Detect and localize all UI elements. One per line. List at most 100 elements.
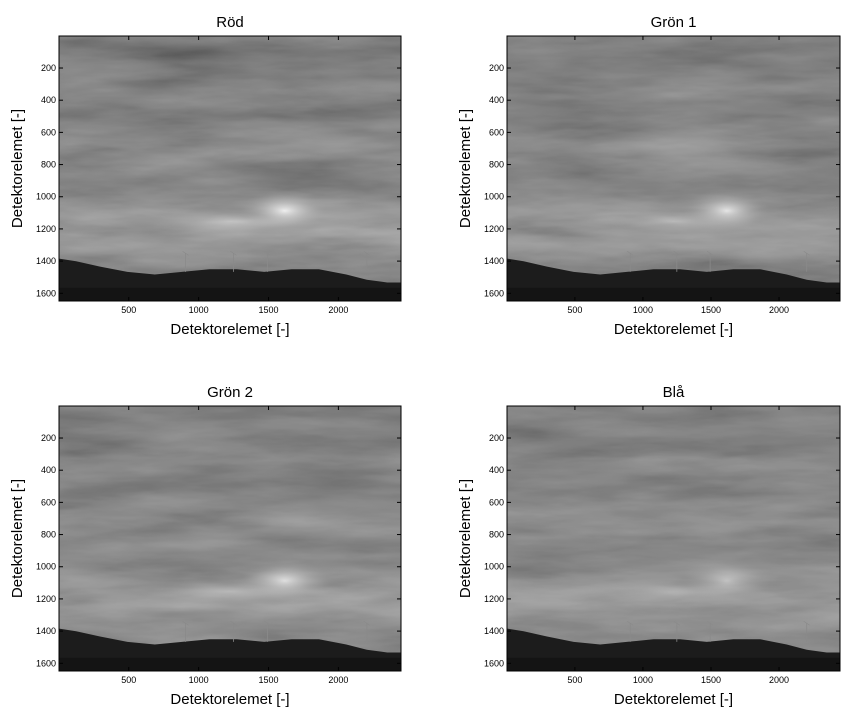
y-tick-label: 400 (489, 465, 504, 475)
y-tick-label: 200 (489, 433, 504, 443)
x-tick-label: 2000 (769, 305, 789, 315)
wind-turbine-4 (803, 621, 810, 642)
panel-4: 500 1000 1500 2000 200 400 600 800 1000 1200 1400 1… (457, 384, 841, 708)
panel-2: 500 1000 1500 2000 200 400 600 800 1000 1200 1400 1… (457, 14, 841, 338)
haze-layer (507, 36, 840, 301)
axes-frame (58, 405, 402, 672)
y-tick-label: 1400 (36, 256, 56, 266)
x-axis-label: Detektorelemet [-] (170, 691, 289, 708)
y-tick-label: 400 (489, 95, 504, 105)
x-tick-label: 1500 (701, 305, 721, 315)
image-area (507, 406, 840, 671)
wind-turbine-4 (363, 251, 370, 272)
wind-turbine-2 (673, 251, 680, 272)
x-tick-label: 500 (121, 675, 136, 685)
y-tick-label: 600 (41, 127, 56, 137)
bright-cloud-band (127, 208, 333, 235)
chart-title: Röd (216, 14, 244, 31)
y-tick-label: 1600 (484, 658, 504, 668)
image-area (59, 36, 401, 301)
haze-layer (59, 406, 401, 671)
x-tick-label: 500 (567, 305, 582, 315)
y-tick-label: 600 (489, 127, 504, 137)
panel-1: 500 1000 1500 2000 200 400 600 800 1000 1200 1400 1… (9, 14, 402, 338)
x-tick-label: 1500 (701, 675, 721, 685)
x-axis-label: Detektorelemet [-] (614, 691, 733, 708)
cloud-texture (507, 36, 840, 301)
y-tick-label: 1000 (484, 192, 504, 202)
y-tick-label: 200 (489, 63, 504, 73)
y-tick-label: 600 (41, 497, 56, 507)
y-tick-label: 1600 (36, 288, 56, 298)
axes-frame (506, 35, 841, 302)
wind-turbine-1 (627, 251, 634, 272)
panel-3: 500 1000 1500 2000 200 400 600 800 1000 1200 1400 1… (9, 384, 402, 708)
bright-cloud-band (127, 578, 333, 605)
foreground (59, 657, 401, 671)
wind-turbine-4 (363, 621, 370, 642)
wind-turbine-3 (706, 251, 714, 272)
foreground (59, 287, 401, 301)
y-axis-label: Detektorelemet [-] (457, 479, 474, 598)
bright-cloud-band (573, 578, 774, 605)
y-tick-label: 1000 (36, 562, 56, 572)
chart-title: Blå (663, 384, 685, 401)
image-area (59, 406, 401, 671)
foreground (507, 657, 840, 671)
y-tick-label: 1600 (484, 288, 504, 298)
image-area (507, 36, 840, 301)
y-tick-label: 200 (41, 433, 56, 443)
bright-cloud-band (573, 208, 774, 235)
x-tick-label: 1000 (633, 675, 653, 685)
y-axis-label: Detektorelemet [-] (457, 109, 474, 228)
x-tick-label: 2000 (769, 675, 789, 685)
y-axis-label: Detektorelemet [-] (9, 109, 26, 228)
cloud-texture (59, 36, 401, 301)
x-axis-label: Detektorelemet [-] (614, 321, 733, 338)
y-tick-label: 1000 (484, 562, 504, 572)
wind-turbine-1 (182, 621, 189, 642)
y-tick-label: 1200 (484, 594, 504, 604)
panels: 500 1000 1500 2000 200 400 600 800 1000 1200 1400 1… (9, 14, 841, 708)
x-tick-label: 2000 (328, 305, 348, 315)
y-tick-label: 600 (489, 497, 504, 507)
wind-turbine-2 (230, 251, 237, 272)
wind-turbine-1 (182, 251, 189, 272)
y-tick-label: 1200 (484, 224, 504, 234)
wind-turbine-3 (264, 251, 271, 272)
y-tick-label: 1400 (484, 626, 504, 636)
cloud-texture (59, 406, 401, 671)
x-tick-label: 2000 (328, 675, 348, 685)
x-axis-label: Detektorelemet [-] (170, 321, 289, 338)
y-tick-label: 1200 (36, 224, 56, 234)
wind-turbine-4 (803, 251, 810, 272)
wind-turbine-1 (627, 621, 634, 642)
chart-title: Grön 2 (207, 384, 253, 401)
chart-title: Grön 1 (651, 14, 697, 31)
y-tick-label: 200 (41, 63, 56, 73)
y-tick-label: 400 (41, 95, 56, 105)
foreground (507, 287, 840, 301)
x-tick-label: 500 (567, 675, 582, 685)
x-tick-label: 500 (121, 305, 136, 315)
y-tick-label: 1200 (36, 594, 56, 604)
y-tick-label: 1400 (36, 626, 56, 636)
x-tick-label: 1000 (189, 675, 209, 685)
axes-frame (58, 35, 402, 302)
y-tick-label: 800 (41, 160, 56, 170)
y-tick-label: 1000 (36, 192, 56, 202)
wind-turbine-2 (673, 621, 680, 642)
wind-turbine-3 (264, 621, 271, 642)
y-tick-label: 800 (41, 530, 56, 540)
x-tick-label: 1500 (258, 675, 278, 685)
y-tick-label: 800 (489, 160, 504, 170)
y-tick-label: 400 (41, 465, 56, 475)
x-tick-label: 1000 (633, 305, 653, 315)
cloud-texture (507, 406, 840, 671)
x-tick-label: 1500 (258, 305, 278, 315)
y-axis-label: Detektorelemet [-] (9, 479, 26, 598)
y-tick-label: 1600 (36, 658, 56, 668)
wind-turbine-3 (706, 621, 714, 642)
haze-layer (507, 406, 840, 671)
